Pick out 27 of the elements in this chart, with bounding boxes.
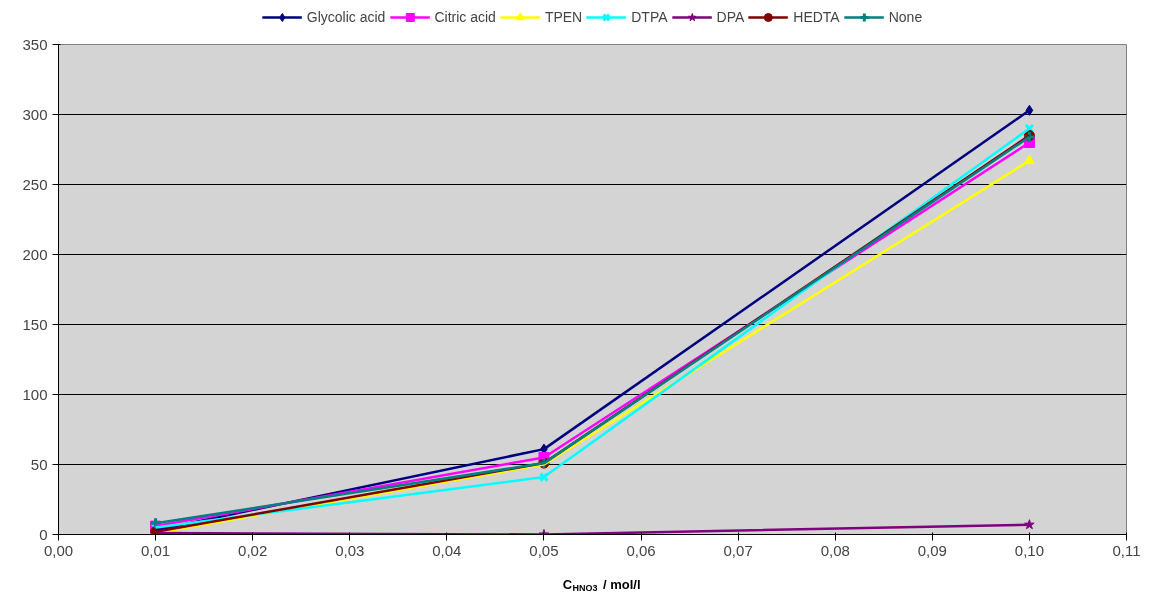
legend-label: HEDTA [793, 9, 840, 25]
y-tick-label: 50 [30, 455, 48, 473]
y-tick-label: 350 [22, 35, 48, 53]
x-tick-label: 0,10 [1014, 541, 1045, 559]
y-tick-label: 300 [22, 105, 48, 123]
x-tick-label: 0,07 [723, 541, 753, 559]
legend-label: DTPA [631, 9, 668, 25]
y-tick-label: 100 [22, 385, 48, 403]
x-tick-label: 0,05 [529, 541, 559, 559]
x-tick-label: 0,03 [335, 541, 365, 559]
x-tick-label: 0,06 [626, 541, 656, 559]
x-tick-label: 0,08 [820, 541, 850, 559]
x-tick-label: 0,02 [238, 541, 268, 559]
x-tick-label: 0,11 [1112, 541, 1141, 559]
x-tick-label: 0,00 [43, 541, 74, 559]
x-tick-label: 0,01 [140, 541, 171, 559]
y-tick-label: 150 [22, 315, 48, 333]
y-tick-label: 250 [22, 175, 48, 193]
legend-label: None [888, 9, 923, 25]
legend-label: Citric acid [434, 9, 496, 25]
y-tick-label: 200 [22, 245, 48, 263]
legend-label: TPEN [544, 9, 583, 25]
legend-label: Glycolic acid [306, 9, 386, 25]
x-tick-label: 0,04 [432, 541, 462, 559]
y-tick-label: 0 [39, 525, 48, 543]
legend-label: DPA [716, 9, 745, 25]
x-tick-label: 0,09 [917, 541, 947, 559]
